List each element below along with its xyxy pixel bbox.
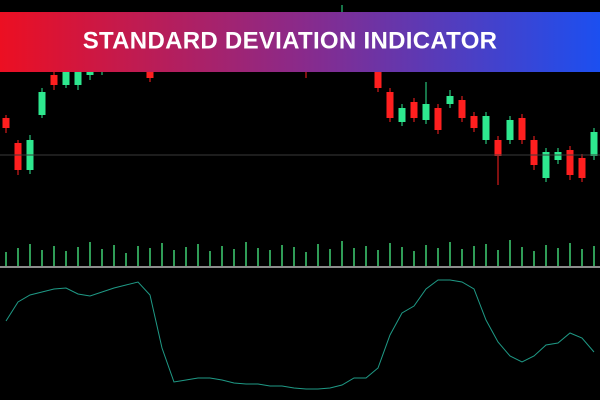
candle-body <box>374 72 382 88</box>
volume-bar <box>233 249 235 266</box>
candle-body <box>482 116 490 140</box>
volume-bar <box>149 248 151 266</box>
candle-body <box>410 102 418 118</box>
candle-body <box>422 104 430 120</box>
volume-bar <box>101 249 103 266</box>
candle-body <box>74 72 82 85</box>
candle-body <box>506 120 514 140</box>
candle-body <box>578 158 586 178</box>
volume-bar <box>401 247 403 266</box>
candle-body <box>542 152 550 178</box>
volume-bar <box>125 253 127 266</box>
volume-bar <box>209 251 211 266</box>
candle-body <box>590 132 598 156</box>
volume-bar <box>257 248 259 266</box>
indicator-pane <box>5 279 595 390</box>
candle-body <box>386 92 394 118</box>
volume-bar <box>377 250 379 266</box>
volume-bar <box>137 246 139 266</box>
volume-pane <box>5 240 595 266</box>
volume-bar <box>41 250 43 266</box>
volume-bar <box>353 248 355 266</box>
volume-bar <box>17 248 19 266</box>
volume-bar <box>557 248 559 266</box>
volume-bar <box>425 245 427 266</box>
volume-bar <box>413 251 415 266</box>
volume-bar <box>497 250 499 266</box>
candle-body <box>518 118 526 140</box>
volume-bar <box>185 247 187 266</box>
volume-bar <box>89 242 91 266</box>
candle-body <box>458 100 466 118</box>
candle-body <box>146 68 154 78</box>
volume-bar <box>365 246 367 266</box>
candle-body <box>434 108 442 130</box>
volume-bar <box>245 242 247 266</box>
candle-body <box>470 116 478 128</box>
volume-bar <box>461 249 463 266</box>
candle-body <box>398 108 406 122</box>
volume-bar <box>293 247 295 266</box>
volume-bar <box>53 246 55 266</box>
volume-bar <box>581 249 583 266</box>
volume-bar <box>161 243 163 266</box>
chart-title: STANDARD DEVIATION INDICATOR <box>83 27 498 54</box>
volume-bar <box>389 243 391 266</box>
candle-body <box>566 150 574 175</box>
volume-bar <box>473 246 475 266</box>
volume-bar <box>509 240 511 266</box>
volume-bar <box>113 245 115 266</box>
candle-body <box>530 140 538 165</box>
candle-body <box>554 152 562 160</box>
volume-bar <box>485 244 487 266</box>
volume-bar <box>173 250 175 266</box>
volume-bar <box>77 247 79 266</box>
volume-bar <box>545 245 547 266</box>
candle-body <box>446 96 454 104</box>
volume-bar <box>449 242 451 266</box>
volume-bar <box>569 243 571 266</box>
volume-bar <box>329 249 331 266</box>
title-banner <box>0 12 600 72</box>
volume-bar <box>305 252 307 266</box>
volume-bar <box>521 247 523 266</box>
volume-bar <box>5 252 7 266</box>
volume-bar <box>65 251 67 266</box>
volume-bar <box>317 244 319 266</box>
candle-body <box>38 92 46 115</box>
std-dev-line <box>5 279 595 390</box>
candle-body <box>62 72 70 85</box>
candle-body <box>14 143 22 170</box>
volume-bar <box>341 241 343 266</box>
candle-body <box>2 118 10 128</box>
volume-bar <box>437 248 439 266</box>
volume-bar <box>281 245 283 266</box>
volume-bar <box>533 251 535 266</box>
volume-bar <box>197 244 199 266</box>
volume-bar <box>593 246 595 266</box>
volume-bar <box>221 246 223 266</box>
candle-body <box>50 75 58 85</box>
volume-bar <box>269 250 271 266</box>
volume-bar <box>29 244 31 266</box>
candle-body <box>494 140 502 156</box>
